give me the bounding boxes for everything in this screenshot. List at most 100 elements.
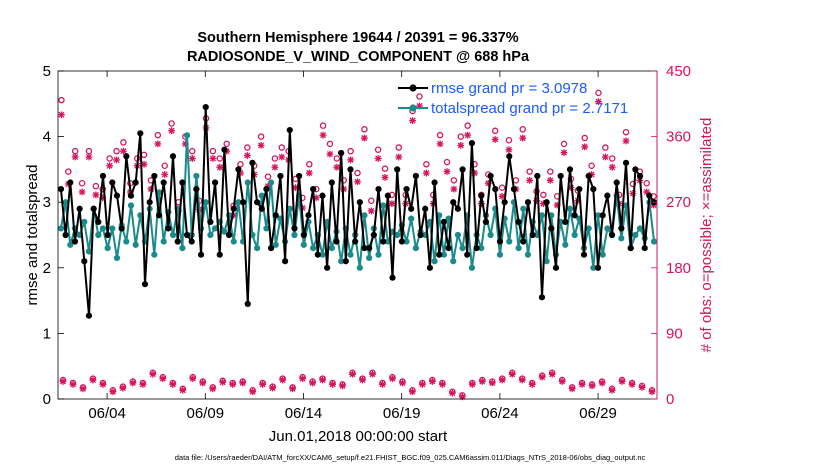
series-point-totalspread xyxy=(440,251,447,258)
series-point-rmse xyxy=(188,238,195,245)
obs-assimilated-marker xyxy=(359,376,366,384)
series-point-rmse xyxy=(90,205,97,212)
obs-star-stroke xyxy=(319,377,326,384)
obs-star-stroke xyxy=(561,149,568,156)
obs-assimilated-marker xyxy=(305,169,313,177)
series-point-rmse xyxy=(436,251,443,258)
series-point-totalspread xyxy=(594,212,602,219)
series-point-rmse xyxy=(249,159,256,166)
obs-assimilated-marker xyxy=(598,379,606,387)
series-point-rmse xyxy=(618,225,625,232)
right-axis-label: # of obs: o=possible; ×=assimilated xyxy=(698,118,715,353)
series-point-totalspread xyxy=(151,251,158,258)
series-point-rmse xyxy=(85,312,93,319)
obs-possible-marker xyxy=(264,173,272,180)
series-point-rmse xyxy=(160,179,167,186)
obs-possible-marker xyxy=(491,127,499,135)
obs-assimilated-marker xyxy=(560,149,568,157)
obs-star-stroke xyxy=(99,381,106,388)
series-point-rmse xyxy=(137,130,144,137)
obs-star-stroke xyxy=(149,371,156,378)
obs-assimilated-marker xyxy=(628,381,636,388)
obs-star-stroke xyxy=(395,153,402,161)
series-point-totalspread xyxy=(445,215,452,222)
obs-star-stroke xyxy=(271,164,278,171)
series-point-totalspread xyxy=(506,238,513,245)
series-point-rmse xyxy=(604,192,611,199)
series-point-rmse xyxy=(202,103,209,111)
series-point-rmse xyxy=(81,258,88,265)
series-point-rmse xyxy=(482,218,490,225)
obs-star-stroke xyxy=(289,385,296,392)
obs-assimilated-marker xyxy=(319,376,326,384)
series-point-rmse xyxy=(99,172,107,180)
obs-star-stroke xyxy=(509,371,516,378)
series-point-rmse xyxy=(641,245,648,252)
obs-assimilated-marker xyxy=(69,381,77,388)
obs-star-stroke xyxy=(244,152,251,159)
series-point-rmse xyxy=(585,172,592,180)
obs-assimilated-marker xyxy=(395,153,403,161)
obs-possible-marker xyxy=(168,120,175,127)
series-point-rmse xyxy=(557,172,564,180)
series-point-rmse xyxy=(57,185,65,193)
series-point-rmse xyxy=(380,238,387,245)
obs-assimilated-marker xyxy=(279,376,287,384)
series-point-rmse xyxy=(459,166,466,173)
obs-assimilated-marker xyxy=(464,131,472,139)
series-point-rmse xyxy=(174,238,181,245)
obs-star-stroke xyxy=(159,375,166,382)
obs-possible-marker xyxy=(65,168,72,175)
series-point-totalspread xyxy=(538,212,546,219)
series-point-rmse xyxy=(118,225,125,232)
series-point-rmse xyxy=(636,172,644,180)
series-point-totalspread xyxy=(408,215,415,222)
series-point-totalspread xyxy=(566,205,574,212)
obs-possible-marker xyxy=(622,128,630,136)
series-point-totalspread xyxy=(235,199,242,206)
obs-possible-marker xyxy=(154,131,162,139)
obs-star-stroke xyxy=(623,137,630,144)
obs-possible-marker xyxy=(113,147,120,155)
obs-assimilated-marker xyxy=(505,146,513,154)
obs-possible-marker xyxy=(547,168,554,175)
series-point-totalspread xyxy=(632,231,639,239)
series-point-totalspread xyxy=(67,241,74,248)
obs-star-stroke xyxy=(368,207,375,214)
series-point-rmse xyxy=(113,192,121,199)
series-point-totalspread xyxy=(132,241,139,248)
series-point-rmse xyxy=(646,192,653,199)
left-tick-label: 0 xyxy=(43,391,51,408)
series-point-totalspread xyxy=(604,225,611,232)
obs-possible-marker xyxy=(381,165,389,172)
series-point-totalspread xyxy=(585,225,592,232)
obs-assimilated-marker xyxy=(436,140,444,148)
series-point-totalspread xyxy=(562,241,569,248)
obs-assimilated-marker xyxy=(209,385,217,393)
series-point-totalspread xyxy=(286,205,293,212)
obs-assimilated-marker xyxy=(347,156,355,164)
right-tick-label: 0 xyxy=(666,391,674,408)
obs-assimilated-marker xyxy=(354,178,361,186)
legend-spread-marker xyxy=(409,104,417,112)
obs-star-stroke xyxy=(209,155,216,162)
series-point-totalspread xyxy=(454,231,462,239)
obs-possible-marker xyxy=(140,151,148,159)
obs-star-stroke xyxy=(189,375,196,382)
series-point-totalspread xyxy=(127,202,135,209)
series-point-rmse xyxy=(487,172,494,180)
obs-assimilated-marker xyxy=(58,111,65,119)
obs-assimilated-marker xyxy=(71,153,79,161)
series-point-totalspread xyxy=(328,245,335,252)
series-point-totalspread xyxy=(310,245,317,252)
obs-possible-marker xyxy=(347,147,354,155)
series-point-rmse xyxy=(613,179,620,186)
obs-assimilated-marker xyxy=(438,381,446,388)
series-point-rmse xyxy=(62,231,69,239)
series-point-totalspread xyxy=(412,245,419,252)
series-line-rmse xyxy=(59,106,655,317)
obs-assimilated-marker xyxy=(339,382,346,390)
obs-possible-marker xyxy=(340,177,347,184)
obs-star-stroke xyxy=(161,171,168,178)
series-point-rmse xyxy=(216,251,223,258)
